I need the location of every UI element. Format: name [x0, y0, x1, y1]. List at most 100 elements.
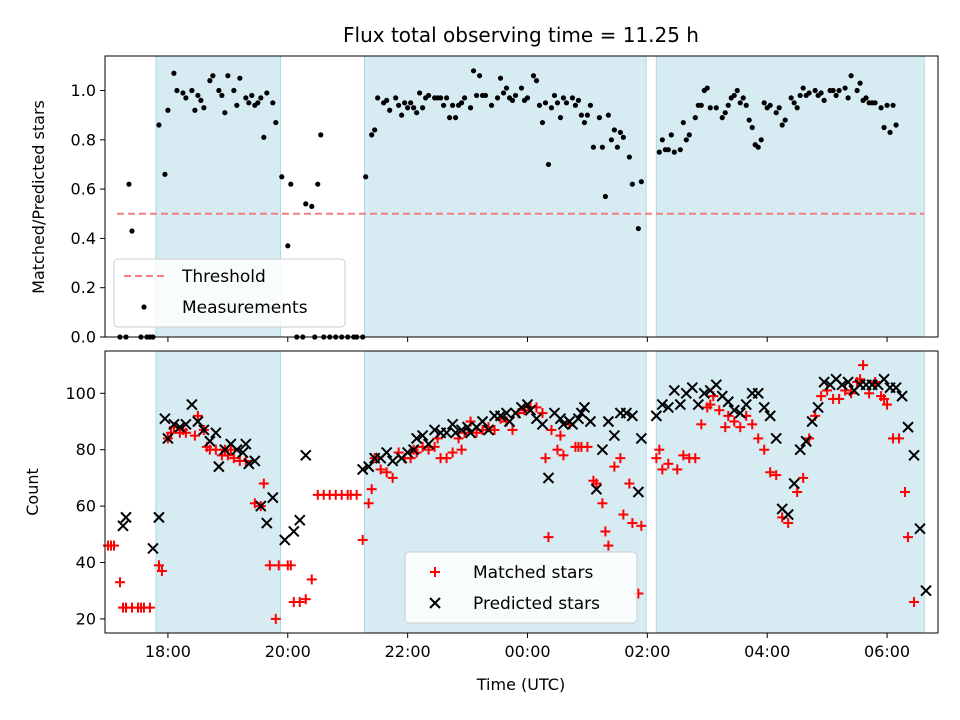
- predicted-star-point: [575, 407, 588, 419]
- measurement-point: [656, 149, 662, 155]
- predicted-star-point: [818, 376, 830, 388]
- measurement-point: [605, 112, 611, 118]
- predicted-star-point: [662, 401, 675, 414]
- measurement-point: [198, 97, 204, 103]
- measurement-point: [692, 115, 698, 121]
- predicted-star-point: [300, 449, 312, 462]
- predicted-star-point: [674, 398, 687, 411]
- top-y-tick-label: 0.2: [71, 278, 96, 297]
- predicted-star-point: [294, 514, 306, 526]
- measurement-point: [237, 75, 243, 81]
- measurement-point: [174, 87, 180, 94]
- measurement-point: [309, 203, 315, 209]
- measurement-point: [881, 124, 887, 131]
- measurement-point: [393, 95, 399, 101]
- matched-star-point: [546, 424, 557, 435]
- measurement-point: [288, 181, 294, 187]
- measurement-point: [707, 105, 713, 111]
- top-y-tick-label: 0.8: [71, 130, 96, 149]
- matched-star-point: [663, 458, 674, 469]
- measurement-point: [210, 73, 216, 79]
- matched-star-point: [678, 450, 689, 461]
- top-axes-frame: [104, 55, 939, 338]
- measurement-point: [731, 92, 737, 99]
- predicted-star-point: [836, 379, 848, 391]
- top-panel: 0.0 0.2 0.4 0.6 0.8 1.0 Flux total observing …: [29, 23, 939, 347]
- predicted-star-point: [524, 404, 537, 416]
- measurement-point: [246, 100, 252, 106]
- bottom-x-tick-label: 22:00: [385, 642, 431, 661]
- matched-star-point: [609, 461, 620, 472]
- top-y-tick-label: 1.0: [71, 81, 96, 100]
- measurement-point: [872, 100, 878, 106]
- measurement-points: [117, 68, 899, 340]
- predicted-star-point: [698, 387, 710, 400]
- legend-matched-label: Matched stars: [473, 563, 593, 583]
- matched-star-point: [705, 399, 716, 410]
- measurement-point: [261, 134, 267, 140]
- matched-star-point: [879, 393, 890, 404]
- measurement-point: [482, 92, 489, 99]
- measurement-point: [473, 92, 480, 99]
- measurement-point: [192, 107, 198, 113]
- measurement-point: [530, 73, 537, 79]
- matched-star-point: [189, 430, 200, 441]
- measurement-point: [189, 87, 195, 94]
- matched-star-point: [834, 393, 845, 404]
- predicted-star-point: [237, 446, 249, 459]
- predicted-star-point: [722, 396, 734, 408]
- measurement-point: [279, 174, 285, 180]
- measurement-point: [776, 105, 782, 111]
- measurement-point: [800, 85, 806, 91]
- measurement-point: [722, 110, 728, 116]
- matched-star-point: [582, 441, 593, 452]
- measurement-point: [569, 95, 576, 101]
- measurement-point: [668, 132, 674, 138]
- predicted-star-point: [626, 410, 639, 422]
- predicted-star-point: [386, 455, 399, 467]
- top-y-label: Matched/Predicted stars: [29, 100, 48, 294]
- matched-star-point: [363, 498, 374, 509]
- predicted-star-point: [590, 483, 603, 495]
- bottom-x-ticks: 18:00 20:00 22:00 00:00 02:00 04:00 06:00: [145, 633, 910, 661]
- predicted-star-point: [204, 435, 216, 447]
- predicted-star-point: [198, 424, 210, 436]
- measurement-point: [557, 115, 564, 121]
- measurement-point: [794, 105, 800, 111]
- predicted-star-point: [728, 404, 740, 416]
- matched-star-point: [228, 453, 239, 464]
- predicted-star-point: [515, 401, 528, 414]
- measurement-point: [863, 95, 869, 101]
- measurement-point: [611, 127, 617, 133]
- measurement-point: [854, 87, 860, 94]
- predicted-star-point: [668, 384, 681, 397]
- predicted-star-point: [192, 415, 204, 428]
- matched-star-point: [747, 419, 758, 430]
- bottom-y-tick-label: 80: [76, 440, 96, 459]
- measurement-point: [500, 90, 507, 96]
- legend-predicted-swatch: [429, 597, 441, 609]
- measurement-point: [264, 90, 270, 96]
- measurement-point: [704, 85, 710, 91]
- measurement-point: [363, 174, 369, 180]
- measurement-point: [467, 105, 474, 111]
- legend-measurement-swatch: [141, 304, 147, 310]
- measurement-point: [782, 117, 788, 123]
- predicted-star-point: [710, 379, 722, 391]
- measurement-point: [599, 144, 606, 150]
- measurement-point: [512, 92, 519, 99]
- matched-star-point: [615, 453, 626, 464]
- predicted-star-point: [476, 415, 489, 428]
- top-y-tick-label: 0.6: [71, 180, 96, 199]
- measurement-point: [162, 171, 168, 177]
- measurement-point: [551, 92, 558, 99]
- measurement-point: [821, 97, 827, 103]
- matched-star-point: [375, 464, 386, 475]
- matched-star-point: [729, 416, 740, 427]
- predicted-star-point: [243, 458, 255, 470]
- predicted-star-point: [740, 398, 752, 411]
- predicted-star-point: [908, 449, 920, 462]
- measurement-point: [417, 90, 423, 96]
- measurement-point: [222, 110, 228, 116]
